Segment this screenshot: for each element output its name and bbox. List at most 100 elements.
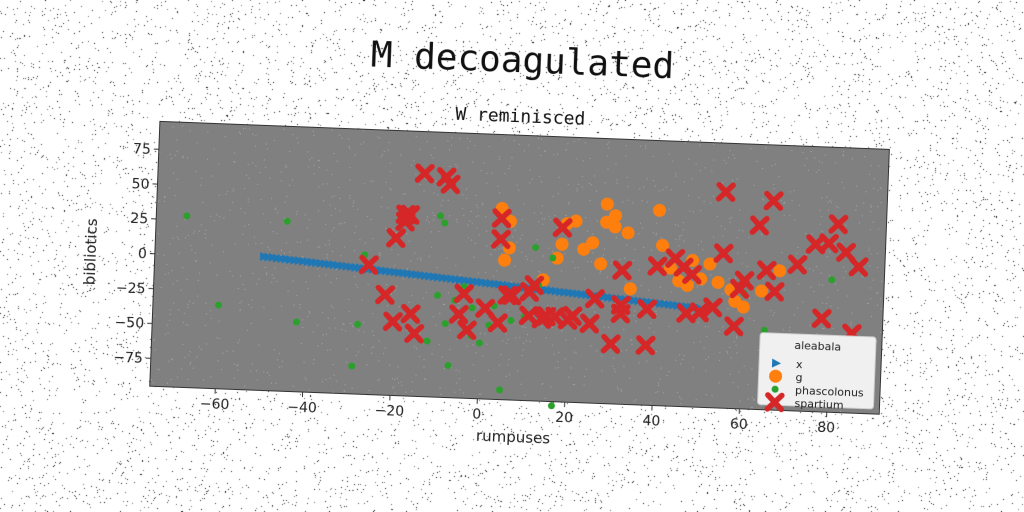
point-spartium (524, 275, 545, 296)
point-spartium (395, 204, 416, 225)
point-spartium (635, 335, 656, 356)
x-tick-label: 40 (642, 413, 660, 430)
point-spartium (647, 256, 668, 277)
point-g (594, 257, 608, 271)
legend-marker-x (771, 358, 782, 368)
point-phascolonus (423, 337, 431, 345)
data-points (183, 163, 869, 410)
point-g (569, 214, 583, 228)
point-spartium (487, 312, 508, 333)
point-spartium (723, 316, 744, 337)
point-phascolonus (214, 301, 222, 309)
point-spartium (501, 285, 522, 306)
point-phascolonus (441, 219, 449, 227)
legend-marker-g (769, 369, 783, 383)
point-spartium (689, 302, 710, 323)
point-g (586, 236, 600, 250)
point-spartium (448, 304, 469, 325)
point-spartium (404, 323, 425, 344)
point-g (653, 203, 667, 217)
y-tick-label: 25 (130, 211, 148, 228)
point-g (736, 300, 750, 314)
chart-subtitle: W reminisced (455, 104, 586, 130)
point-g (754, 284, 768, 298)
point-spartium (749, 215, 770, 236)
x-tick-label: 80 (817, 420, 835, 437)
y-axis-label: bibliotics (81, 218, 102, 286)
point-g (609, 209, 623, 223)
point-spartium (386, 227, 407, 248)
point-phascolonus (468, 304, 476, 312)
point-spartium (400, 204, 421, 225)
point-spartium (734, 270, 755, 291)
point-spartium (637, 298, 658, 319)
point-phascolonus (507, 317, 515, 325)
point-spartium (453, 283, 474, 304)
point-phascolonus (828, 276, 836, 284)
point-spartium (491, 208, 512, 229)
plot-area (149, 121, 890, 415)
point-phascolonus (434, 291, 442, 299)
point-spartium (490, 229, 511, 250)
point-g (555, 237, 569, 251)
point-phascolonus (354, 320, 362, 328)
y-axis-ticks: 75 50 25 0 −25 −50 −75 (113, 141, 159, 367)
legend-label-x: x (796, 358, 803, 371)
point-phascolonus (283, 217, 291, 225)
point-phascolonus (441, 320, 449, 328)
point-g (711, 275, 725, 289)
point-spartium (787, 254, 808, 275)
y-tick-label: 0 (138, 246, 148, 262)
point-spartium (552, 217, 573, 238)
point-g (773, 264, 787, 278)
legend-box (757, 332, 877, 410)
x-tick-label: 60 (730, 416, 748, 433)
y-tick-label: 75 (133, 141, 151, 158)
y-tick-label: −50 (114, 315, 144, 332)
x-tick-label: 20 (555, 410, 573, 427)
point-spartium (818, 233, 839, 254)
plot-speckles (151, 125, 883, 415)
point-spartium (562, 305, 583, 326)
point-spartium (414, 163, 435, 184)
point-spartium (610, 303, 631, 324)
point-g (621, 226, 635, 240)
point-spartium (497, 285, 518, 306)
point-spartium (456, 319, 477, 340)
y-tick-label: −75 (113, 350, 143, 367)
point-spartium (375, 284, 396, 305)
legend-label-phascolonus: phascolonus (795, 384, 864, 400)
point-spartium (702, 297, 723, 318)
point-spartium (682, 264, 703, 285)
point-g (498, 253, 512, 267)
legend-label-spartium: spartium (794, 397, 844, 412)
legend-marker-spartium (764, 392, 785, 413)
point-spartium (440, 174, 461, 195)
point-g (656, 238, 670, 252)
point-spartium (579, 313, 600, 334)
point-g (608, 220, 622, 234)
x-tick-label: −20 (374, 403, 404, 420)
point-phascolonus (496, 386, 504, 394)
point-spartium (848, 256, 869, 277)
point-spartium (828, 214, 849, 235)
point-phascolonus (760, 326, 768, 334)
legend-marker-phascolonus (771, 385, 779, 393)
point-spartium (715, 181, 736, 202)
point-spartium (756, 260, 777, 281)
point-phascolonus (475, 339, 483, 347)
point-spartium (713, 243, 734, 264)
point-spartium (382, 311, 403, 332)
legend-title: aleabala (794, 339, 841, 354)
legend-label-g: g (795, 371, 802, 384)
point-g (703, 257, 717, 271)
point-g (577, 242, 591, 256)
x-axis-ticks: −60 −40 −20 0 20 40 60 80 (200, 388, 835, 437)
point-phascolonus (549, 254, 557, 262)
y-tick-label: −25 (116, 280, 146, 297)
